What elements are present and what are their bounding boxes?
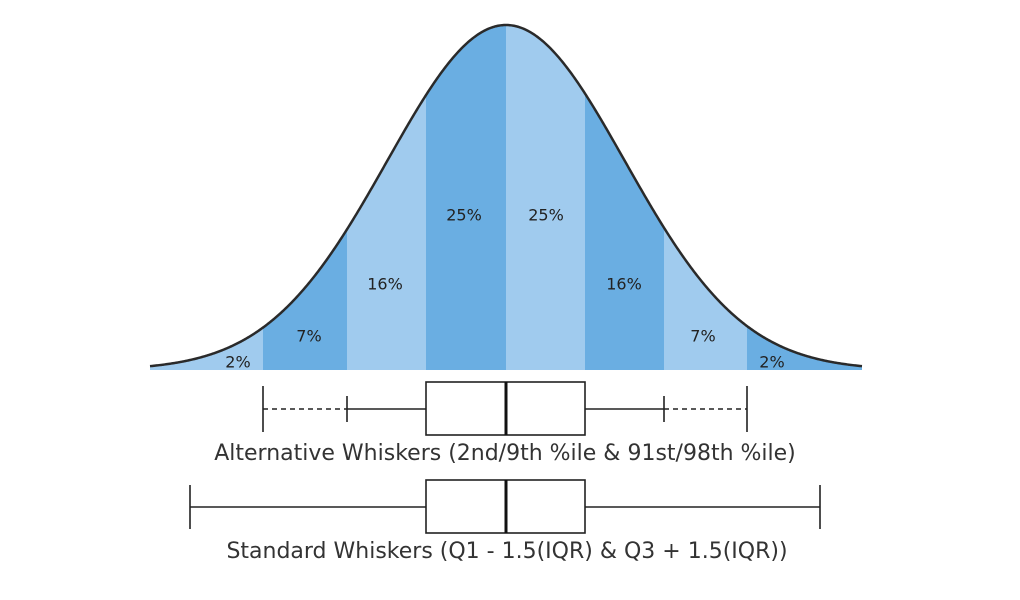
segment bbox=[664, 227, 747, 370]
segment bbox=[347, 95, 426, 370]
segment bbox=[747, 326, 862, 370]
caption: Standard Whiskers (Q1 - 1.5(IQR) & Q3 + … bbox=[226, 539, 787, 564]
segment-label: 16% bbox=[367, 275, 403, 294]
segment-label: 7% bbox=[690, 327, 715, 346]
segment-label: 2% bbox=[759, 353, 784, 372]
segment bbox=[263, 229, 347, 370]
segment bbox=[426, 25, 506, 370]
alternative-boxplot: Alternative Whiskers (2nd/9th %ile & 91s… bbox=[214, 381, 796, 466]
segment bbox=[585, 93, 664, 370]
caption: Alternative Whiskers (2nd/9th %ile & 91s… bbox=[214, 441, 796, 466]
segment bbox=[506, 25, 585, 370]
segment-label: 25% bbox=[446, 206, 482, 225]
normal-curve bbox=[149, 23, 863, 368]
standard-boxplot: Standard Whiskers (Q1 - 1.5(IQR) & Q3 + … bbox=[189, 479, 821, 564]
segment-label: 16% bbox=[606, 275, 642, 294]
segment-label: 7% bbox=[296, 327, 321, 346]
segment bbox=[150, 327, 263, 370]
segment-label: 2% bbox=[225, 353, 250, 372]
segment-label: 25% bbox=[528, 206, 564, 225]
